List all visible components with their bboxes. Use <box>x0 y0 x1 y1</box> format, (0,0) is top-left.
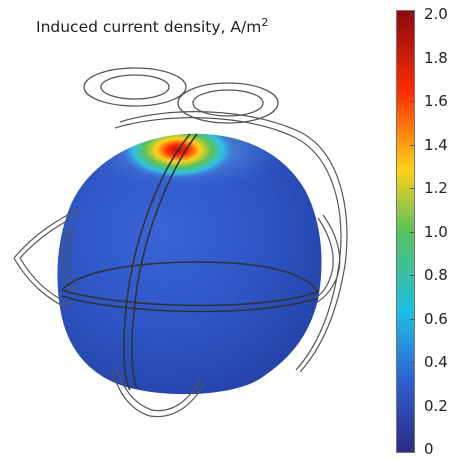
colorbar-tick-label: 0.4 <box>424 353 448 371</box>
colorbar-tick-label: 0.8 <box>424 266 448 284</box>
sphere-body <box>57 133 322 395</box>
colorbar-tick-label: 1.8 <box>424 48 448 67</box>
figure-title: Induced current density, A/m2 <box>36 16 268 36</box>
colorbar-tick-label: 1.2 <box>424 179 448 197</box>
top-coil-right <box>177 82 279 124</box>
colorbar-tick-mark <box>410 318 415 320</box>
colorbar-tick-label: 1.6 <box>424 92 448 110</box>
colorbar-tick-mark <box>410 405 415 407</box>
colorbar-tick-mark <box>410 57 415 59</box>
colorbar-tick-mark <box>410 14 415 15</box>
outer-coil-loops <box>13 111 348 418</box>
colorbar-tick-mark <box>410 188 415 189</box>
colorbar-tick-mark <box>410 231 415 233</box>
colorbar-tick-mark <box>410 449 415 450</box>
sphere-coil-wires <box>61 133 319 391</box>
colorbar-tick-mark <box>410 144 415 146</box>
colorbar-tick-mark <box>410 101 415 102</box>
colorbar-gradient <box>397 11 414 452</box>
top-coil-left <box>83 67 187 107</box>
colorbar-tick-label: 2.0 <box>424 5 448 23</box>
colorbar-tick-label: 1.4 <box>424 135 448 154</box>
colorbar-tick-label: 0.6 <box>424 309 448 328</box>
colorbar-tick-label: 1.0 <box>424 222 448 241</box>
colorbar-tick-label: 0.2 <box>424 396 448 415</box>
figure-title-superscript: 2 <box>261 16 269 29</box>
colorbar-tick-mark <box>410 275 415 276</box>
colorbar-tick-label: 0 <box>424 440 434 458</box>
colorbar-tick-mark <box>410 362 415 363</box>
figure-title-text: Induced current density, A/m <box>36 18 262 36</box>
